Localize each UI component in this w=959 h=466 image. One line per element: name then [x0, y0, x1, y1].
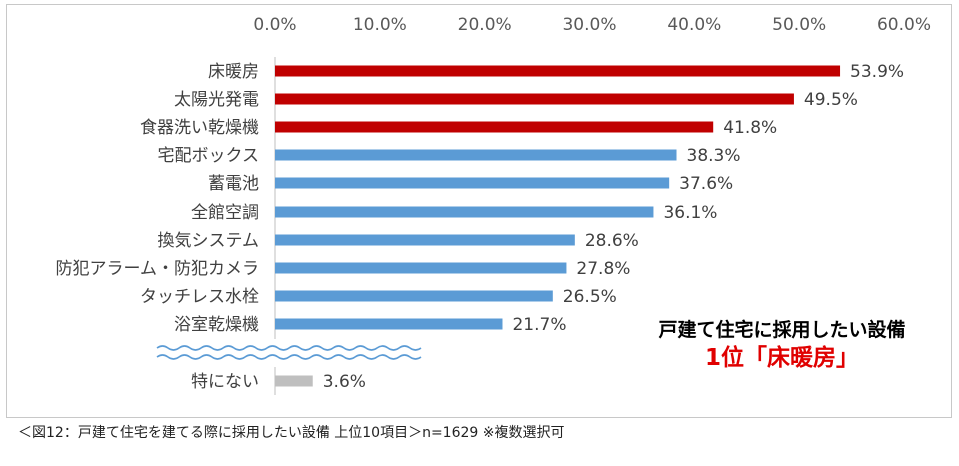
- bar: [275, 290, 553, 302]
- data-label: 37.6%: [679, 174, 733, 194]
- data-label: 41.8%: [723, 118, 777, 138]
- bar: [275, 149, 677, 161]
- axis-break-wave: [156, 354, 422, 360]
- category-label: 浴室乾燥機: [174, 315, 259, 335]
- axis-break-wave: [156, 345, 422, 351]
- category-label: 全館空調: [191, 203, 259, 223]
- x-tick-label: 0.0%: [253, 15, 296, 35]
- bar-chart: 0.0% 10.0% 20.0% 30.0% 40.0% 50.0% 60.0% 床暖房 53.…: [56, 15, 931, 395]
- bar: [275, 318, 503, 330]
- x-tick-label: 20.0%: [458, 15, 512, 35]
- data-label: 53.9%: [850, 62, 904, 82]
- figure-caption: ＜図12：戸建て住宅を建てる際に採用したい設備 上位10項目＞n=1629 ※複…: [18, 425, 565, 441]
- x-tick-label: 60.0%: [877, 15, 931, 35]
- data-label: 3.6%: [323, 372, 366, 392]
- bar: [275, 121, 714, 133]
- data-label: 27.8%: [576, 259, 630, 279]
- data-label: 49.5%: [804, 90, 858, 110]
- category-label: タッチレス水栓: [140, 287, 259, 307]
- category-label: 床暖房: [208, 62, 259, 82]
- bar: [275, 206, 654, 218]
- category-label: 宅配ボックス: [158, 146, 260, 166]
- category-label: 蓄電池: [208, 174, 259, 194]
- category-label: 食器洗い乾燥機: [140, 118, 259, 138]
- callout-title: 戸建て住宅に採用したい設備: [658, 319, 906, 341]
- category-label: 換気システム: [158, 231, 260, 251]
- category-label: 防犯アラーム・防犯カメラ: [56, 259, 260, 279]
- x-tick-label: 50.0%: [772, 15, 826, 35]
- chart-frame: 0.0% 10.0% 20.0% 30.0% 40.0% 50.0% 60.0% 床暖房 53.…: [6, 4, 952, 418]
- data-label: 28.6%: [585, 231, 639, 251]
- callout-box: 戸建て住宅に採用したい設備 1位「床暖房」: [617, 317, 947, 373]
- bar: [275, 375, 313, 387]
- bar: [275, 262, 567, 274]
- bar: [275, 177, 670, 189]
- bar: [275, 93, 794, 105]
- x-tick-label: 40.0%: [667, 15, 721, 35]
- x-tick-label: 30.0%: [562, 15, 616, 35]
- data-label: 36.1%: [663, 203, 717, 223]
- data-label: 38.3%: [687, 146, 741, 166]
- bar: [275, 65, 841, 77]
- bar: [275, 234, 575, 246]
- callout-highlight: 1位「床暖房」: [704, 345, 859, 371]
- category-label: 太陽光発電: [174, 90, 259, 110]
- x-tick-label: 10.0%: [353, 15, 407, 35]
- data-label: 21.7%: [512, 315, 566, 335]
- category-label: 特にない: [191, 372, 259, 392]
- data-label: 26.5%: [563, 287, 617, 307]
